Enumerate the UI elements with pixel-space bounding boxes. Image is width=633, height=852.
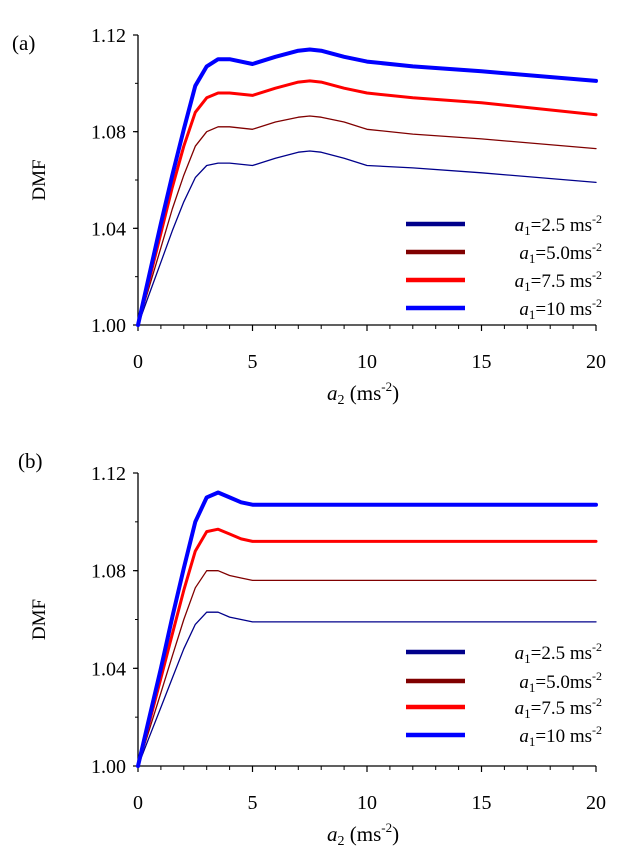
y-axis-label: DMF: [29, 599, 50, 640]
legend-var: a: [515, 271, 525, 292]
x-axis-label: a2 (ms-2): [327, 379, 399, 408]
y-tick-label: 1.00: [91, 315, 126, 337]
legend-sub: 1: [524, 706, 531, 721]
x-label-unit: (ms: [345, 381, 382, 405]
y-tick-label: 1.12: [91, 463, 126, 485]
x-label-var: a: [327, 381, 338, 405]
panel-label: (a): [12, 31, 35, 55]
x-label-sub: 2: [338, 393, 345, 408]
legend-value: =10 ms: [535, 726, 592, 747]
legend-sup: -2: [592, 268, 602, 282]
y-axis-label: DMF: [29, 159, 50, 200]
legend-sup: -2: [592, 640, 602, 654]
x-tick-label: 10: [357, 351, 377, 373]
legend-sub: 1: [529, 734, 536, 749]
legend-entry-2: a1=5.0ms-2: [519, 669, 602, 695]
series-line-4: [136, 490, 598, 768]
x-tick-label: 20: [586, 792, 606, 814]
x-label-sup: -2: [381, 820, 392, 835]
series-line-2: [137, 570, 597, 767]
x-tick-label: 15: [472, 351, 492, 373]
legend-value: =2.5 ms: [531, 643, 592, 664]
series-line-3: [136, 527, 598, 768]
y-tick-label: 1.04: [91, 218, 126, 240]
legend-sup: -2: [592, 669, 602, 683]
legend-sub: 1: [524, 651, 531, 666]
legend-var: a: [515, 215, 525, 236]
legend-sup: -2: [592, 212, 602, 226]
legend-sub: 1: [529, 680, 536, 695]
legend-value: =7.5 ms: [531, 698, 592, 719]
x-label-sub: 2: [338, 834, 345, 849]
legend-value: =5.0ms: [535, 672, 592, 693]
legend-entry-1: a1=2.5 ms-2: [515, 212, 602, 238]
legend-sub: 1: [529, 307, 536, 322]
legend-sup: -2: [592, 695, 602, 709]
x-tick-label: 15: [472, 792, 492, 814]
legend-entry-3: a1=7.5 ms-2: [515, 268, 602, 294]
legend-var: a: [515, 698, 525, 719]
panel-label: (b): [18, 449, 43, 473]
x-tick-label: 5: [248, 792, 258, 814]
legend-var: a: [519, 672, 529, 693]
legend-sub: 1: [524, 279, 531, 294]
series-line-1: [137, 611, 597, 767]
x-tick-label: 20: [586, 351, 606, 373]
legend-entry-4: a1=10 ms-2: [519, 296, 602, 322]
y-tick-label: 1.08: [91, 122, 126, 144]
x-label-sup: -2: [381, 379, 392, 394]
x-label-unit: (ms: [345, 822, 382, 846]
x-tick-label: 10: [357, 792, 377, 814]
series-line-2: [137, 115, 597, 326]
series-line-3: [136, 79, 598, 327]
legend: a1=2.5 ms-2a1=5.0ms-2a1=7.5 ms-2a1=10 ms…: [406, 640, 602, 749]
legend-var: a: [519, 243, 529, 264]
legend-sup: -2: [592, 296, 602, 310]
x-tick-label: 0: [133, 792, 143, 814]
legend-value: =2.5 ms: [531, 215, 592, 236]
y-tick-label: 1.04: [91, 658, 126, 680]
legend-value: =10 ms: [535, 299, 592, 320]
x-axis-label: a2 (ms-2): [327, 820, 399, 849]
legend-value: =7.5 ms: [531, 271, 592, 292]
legend-sup: -2: [592, 240, 602, 254]
x-label-close: ): [392, 381, 399, 405]
legend-sub: 1: [529, 251, 536, 266]
legend-entry-4: a1=10 ms-2: [519, 723, 602, 749]
legend-sub: 1: [524, 223, 531, 238]
legend-var: a: [515, 643, 525, 664]
legend-entry-2: a1=5.0ms-2: [519, 240, 602, 266]
legend-sup: -2: [592, 723, 602, 737]
x-label-var: a: [327, 822, 338, 846]
legend-entry-1: a1=2.5 ms-2: [515, 640, 602, 666]
series-line-1: [137, 150, 597, 326]
y-tick-label: 1.00: [91, 756, 126, 778]
legend-entry-3: a1=7.5 ms-2: [515, 695, 602, 721]
series-line-4: [136, 47, 598, 327]
x-label-close: ): [392, 822, 399, 846]
x-tick-label: 5: [248, 351, 258, 373]
legend-value: =5.0ms: [535, 243, 592, 264]
y-tick-label: 1.08: [91, 561, 126, 583]
legend-var: a: [519, 299, 529, 320]
legend-var: a: [519, 726, 529, 747]
legend: a1=2.5 ms-2a1=5.0ms-2a1=7.5 ms-2a1=10 ms…: [406, 212, 602, 322]
y-tick-label: 1.12: [91, 25, 126, 47]
x-tick-label: 0: [133, 351, 143, 373]
